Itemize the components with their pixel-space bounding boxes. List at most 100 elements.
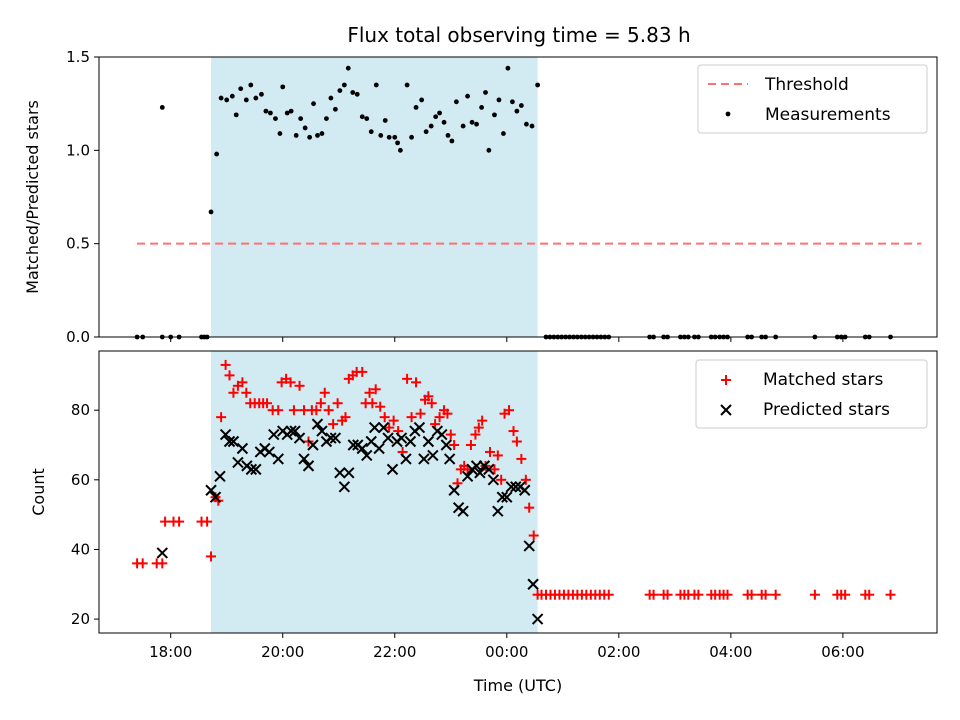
predicted-star-point [361,449,373,462]
predicted-star-point-b [404,435,417,448]
measurement-point [354,91,360,97]
matched-star-point [216,412,227,423]
predicted-star-point-b [427,449,439,462]
measurement-point [423,129,429,135]
measurement-point [159,105,165,110]
matched-star-point [224,370,235,381]
matched-star-point [228,387,239,398]
bottom-xtick-label: 04:00 [709,643,752,661]
predicted-star-point [205,484,217,496]
matched-star-point [426,398,437,409]
matched-star-point [174,516,185,527]
predicted-star-point-b [343,467,355,479]
matched-star-point [323,405,334,416]
predicted-star-point [418,453,430,465]
matched-star-point [402,373,413,384]
matched-star-point [241,387,252,398]
predicted-star-point-b [227,435,240,448]
matched-star-point [524,502,535,513]
predicted-star-point [293,432,306,444]
measurement-point [224,97,230,103]
measurement-point [409,134,414,140]
predicted-star-point [531,613,544,625]
predicted-star-point [298,453,310,465]
predicted-star-point-b [492,505,504,517]
measurement-point [284,110,290,116]
matched-star-point [648,589,659,600]
predicted-star-point-b [356,442,368,455]
measurement-point [208,209,214,215]
bottom-xtick-label: 20:00 [261,643,304,661]
measurement-point [505,65,511,71]
matched-star-point [406,412,417,423]
matched-star-point [285,377,296,388]
measurement-point [483,90,488,95]
measurement-point [298,116,304,121]
matched-star-point [442,408,453,419]
matched-star-point [603,589,614,600]
predicted-star-point [457,505,469,517]
predicted-star-point-b [214,470,226,483]
matched-star-point [160,516,171,527]
top-panel: 0.0 0.5 1.0 1.5 Matched/Predicted stars Thr… [23,48,938,346]
top-ytick-label: 1.5 [66,48,90,66]
predicted-star-point-b [219,428,232,441]
predicted-star-point [436,428,448,441]
measurement-point [445,133,451,138]
predicted-star-point-b [205,484,217,496]
measurement-point [243,97,249,103]
predicted-star-point-b [505,481,517,493]
measurement-point [474,121,479,127]
matched-star-point [415,408,426,419]
bottom-legend-box [695,359,928,429]
matched-star-point [315,398,326,409]
top-ytick-label: 0.0 [66,328,90,346]
predicted-star-point [214,470,226,483]
matched-star-point [760,589,771,600]
predicted-star-point [519,484,531,496]
predicted-star-point [263,446,275,458]
predicted-star-point-b [461,470,474,483]
predicted-star-point-b [531,613,544,625]
predicted-star-point-b [418,453,430,465]
predicted-star-point [404,435,417,448]
measurement-point [501,131,506,136]
measurement-point [529,123,535,129]
predicted-star-point [232,456,244,469]
matched-star-point [770,589,781,600]
bottom-panel: 20 40 60 80 18:00 20:00 22:00 00:00 02:00 04:00 06… [29,350,938,695]
predicted-star-point [448,484,460,496]
predicted-star-point [487,474,500,486]
bottom-xtick-label: 02:00 [597,643,640,661]
measurement-point [288,108,294,114]
predicted-star-point-b [223,435,236,448]
bottom-xtick-label: 06:00 [821,643,864,661]
predicted-star-point-b [519,484,531,496]
predicted-star-point [329,432,342,444]
measurement-point [397,147,403,153]
matched-star-point [504,405,515,416]
measurement-point [486,147,492,153]
measurement-point [324,116,329,121]
measurement-point [238,86,244,92]
predicted-star-point [245,463,258,476]
predicted-star-point-b [496,491,509,503]
predicted-star-point [501,491,513,503]
matched-star-point [319,387,330,398]
legend-predicted-label: Predicted stars [763,400,890,420]
matched-star-point [157,558,168,569]
measurement-point [218,95,224,101]
matched-star-point [885,589,896,600]
bottom-xtick-label: 18:00 [149,643,192,661]
predicted-star-point [527,578,539,590]
predicted-star-point [386,463,399,476]
predicted-star-point [474,467,486,479]
predicted-star-point-b [316,425,328,437]
measurement-point [492,112,497,118]
predicted-star-point-b [422,435,435,448]
bottom-xtick-label: 22:00 [373,643,416,661]
legend-threshold-label: Threshold [764,75,849,95]
predicted-star-point [316,425,328,437]
predicted-star-point [250,463,262,476]
